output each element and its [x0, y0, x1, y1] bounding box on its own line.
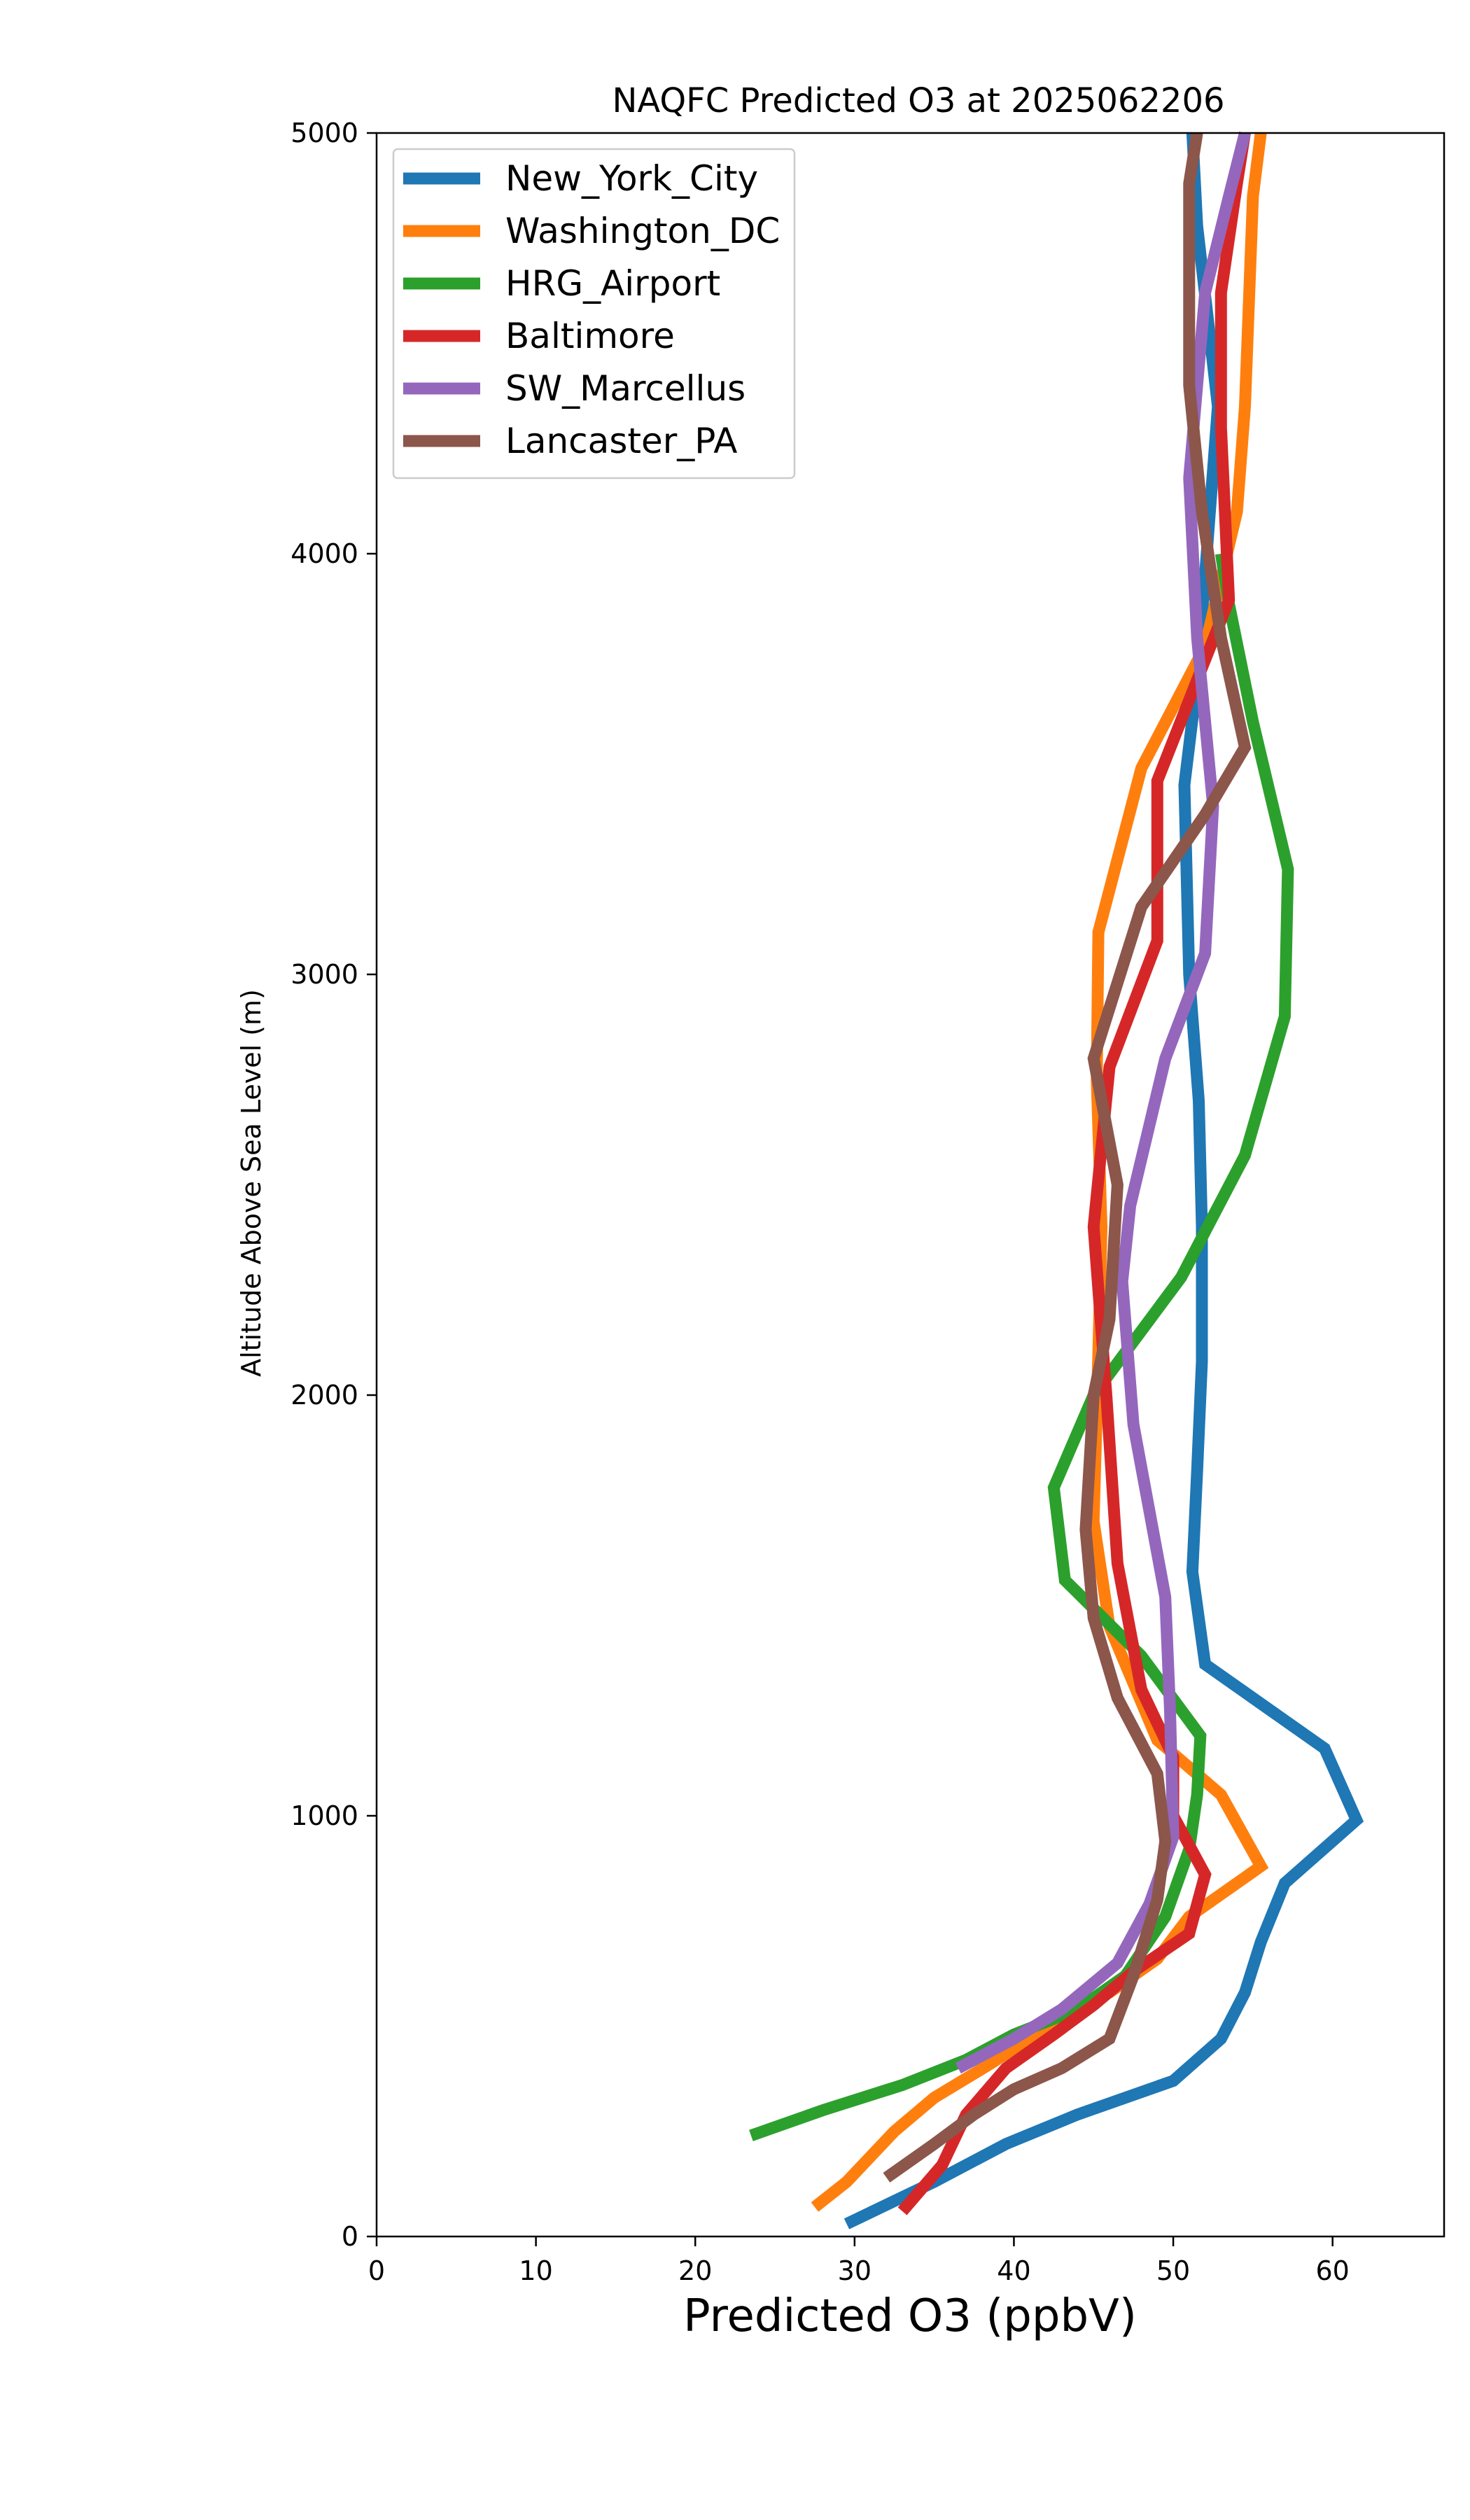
x-axis-title: Predicted O3 (ppbV)	[683, 2290, 1137, 2342]
legend-box	[392, 148, 796, 479]
x-tick-label: 20	[678, 2255, 712, 2286]
legend: New_York_City Washington_DC HRG_Airport Bal…	[392, 148, 796, 479]
y-tick-label: 3000	[290, 959, 358, 990]
series-lines	[749, 131, 1364, 2230]
series-line-new-york-city	[844, 132, 1364, 2230]
x-tick-label: 60	[1315, 2255, 1349, 2286]
legend-label-sw-marcellus: SW_Marcellus	[505, 368, 746, 409]
y-tick-label: 0	[342, 2221, 358, 2252]
plot-frame	[375, 132, 1446, 2238]
legend-label-baltimore: Baltimore	[505, 316, 675, 356]
x-tick-label: 10	[519, 2255, 552, 2286]
legend-label-hrg-airport: HRG_Airport	[505, 263, 720, 304]
legend-label-washington-dc: Washington_DC	[505, 211, 780, 251]
x-tick-label: 0	[368, 2255, 385, 2286]
x-tick-label: 40	[997, 2255, 1030, 2286]
y-tick-label: 1000	[290, 1800, 358, 1831]
series-line-baltimore	[897, 132, 1251, 2216]
legend-label-lancaster-pa: Lancaster_PA	[505, 421, 737, 461]
chart-title: NAQFC Predicted O3 at 2025062206	[612, 81, 1224, 120]
series-line-lancaster-pa	[883, 132, 1252, 2183]
legend-label-new-york-city: New_York_City	[505, 158, 758, 199]
x-tick-label: 50	[1156, 2255, 1190, 2286]
x-tick-label: 30	[838, 2255, 872, 2286]
y-tick-label: 4000	[290, 538, 358, 569]
y-axis: 0 1000 2000 3000 4000 5000	[290, 118, 377, 2252]
y-axis-title: Altitude Above Sea Level (m)	[236, 989, 267, 1377]
y-tick-label: 2000	[290, 1380, 358, 1410]
series-line-washington-dc	[811, 132, 1269, 2212]
series-line-sw-marcellus	[955, 131, 1251, 2074]
y-tick-label: 5000	[290, 118, 358, 148]
x-axis: 0 10 20 30 40 50 60	[368, 2236, 1350, 2286]
